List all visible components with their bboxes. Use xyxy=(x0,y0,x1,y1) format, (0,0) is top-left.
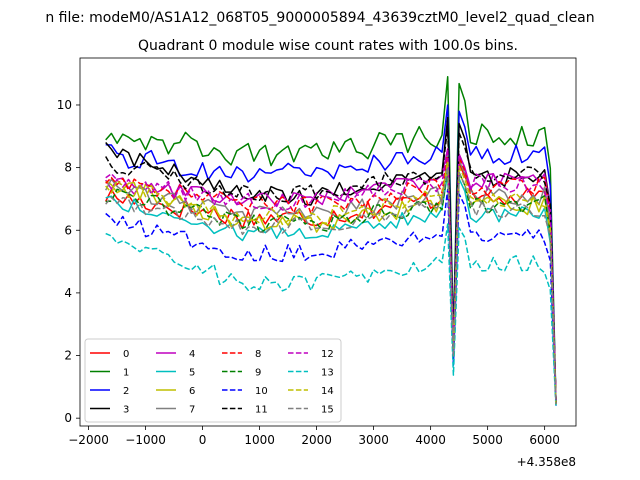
legend-label-13: 13 xyxy=(321,368,334,379)
legend-label-14: 14 xyxy=(321,386,334,397)
y-axis: 0 2 4 6 8 10 xyxy=(57,98,80,425)
series-line-10 xyxy=(105,188,557,406)
series-line-14 xyxy=(105,160,557,405)
legend-label-2: 2 xyxy=(123,386,129,397)
x-tick-label: 1000 xyxy=(244,433,275,447)
series-line-12 xyxy=(105,148,557,403)
legend-label-11: 11 xyxy=(255,405,268,416)
y-tick-label: 4 xyxy=(64,286,72,300)
series-line-8 xyxy=(105,151,557,403)
chart-suptitle: n file: modeM0/AS1A12_068T05_9000005894_… xyxy=(45,10,594,26)
legend-label-12: 12 xyxy=(321,349,334,360)
legend-box xyxy=(84,338,342,423)
x-axis: −2000 −1000 0 1000 2000 3000 4000 5000 6000 xyxy=(68,426,560,447)
legend-label-5: 5 xyxy=(189,368,195,379)
chart-title: Quadrant 0 module wise count rates with … xyxy=(138,38,518,54)
x-tick-label: 2000 xyxy=(301,433,332,447)
y-tick-label: 0 xyxy=(64,411,72,425)
x-tick-label: −1000 xyxy=(125,433,166,447)
x-axis-offset-label: +4.358e8 xyxy=(517,455,576,469)
legend-label-15: 15 xyxy=(321,405,334,416)
x-tick-label: 6000 xyxy=(529,433,560,447)
legend-label-1: 1 xyxy=(123,368,129,379)
series-line-11 xyxy=(105,126,557,403)
series-line-9 xyxy=(105,166,557,405)
series-lines xyxy=(105,76,557,408)
legend-label-7: 7 xyxy=(189,405,195,416)
legend-label-8: 8 xyxy=(255,349,261,360)
x-tick-label: 0 xyxy=(199,433,207,447)
legend-label-10: 10 xyxy=(255,386,268,397)
x-tick-label: 3000 xyxy=(358,433,389,447)
x-tick-label: 4000 xyxy=(415,433,446,447)
x-tick-label: 5000 xyxy=(472,433,503,447)
y-tick-label: 6 xyxy=(64,223,72,237)
y-tick-label: 10 xyxy=(57,98,72,112)
legend-label-9: 9 xyxy=(255,368,261,379)
y-tick-label: 2 xyxy=(64,349,72,363)
legend-label-0: 0 xyxy=(123,349,129,360)
series-line-13 xyxy=(105,223,557,408)
x-tick-label: −2000 xyxy=(68,433,109,447)
plot-frame xyxy=(79,57,577,427)
legend-label-6: 6 xyxy=(189,386,195,397)
legend-label-3: 3 xyxy=(123,405,129,416)
series-line-15 xyxy=(105,166,557,405)
plot-area xyxy=(79,57,577,427)
series-line-1 xyxy=(105,76,557,403)
series-line-0 xyxy=(105,157,557,403)
legend-label-4: 4 xyxy=(189,349,195,360)
y-tick-label: 8 xyxy=(64,161,72,175)
